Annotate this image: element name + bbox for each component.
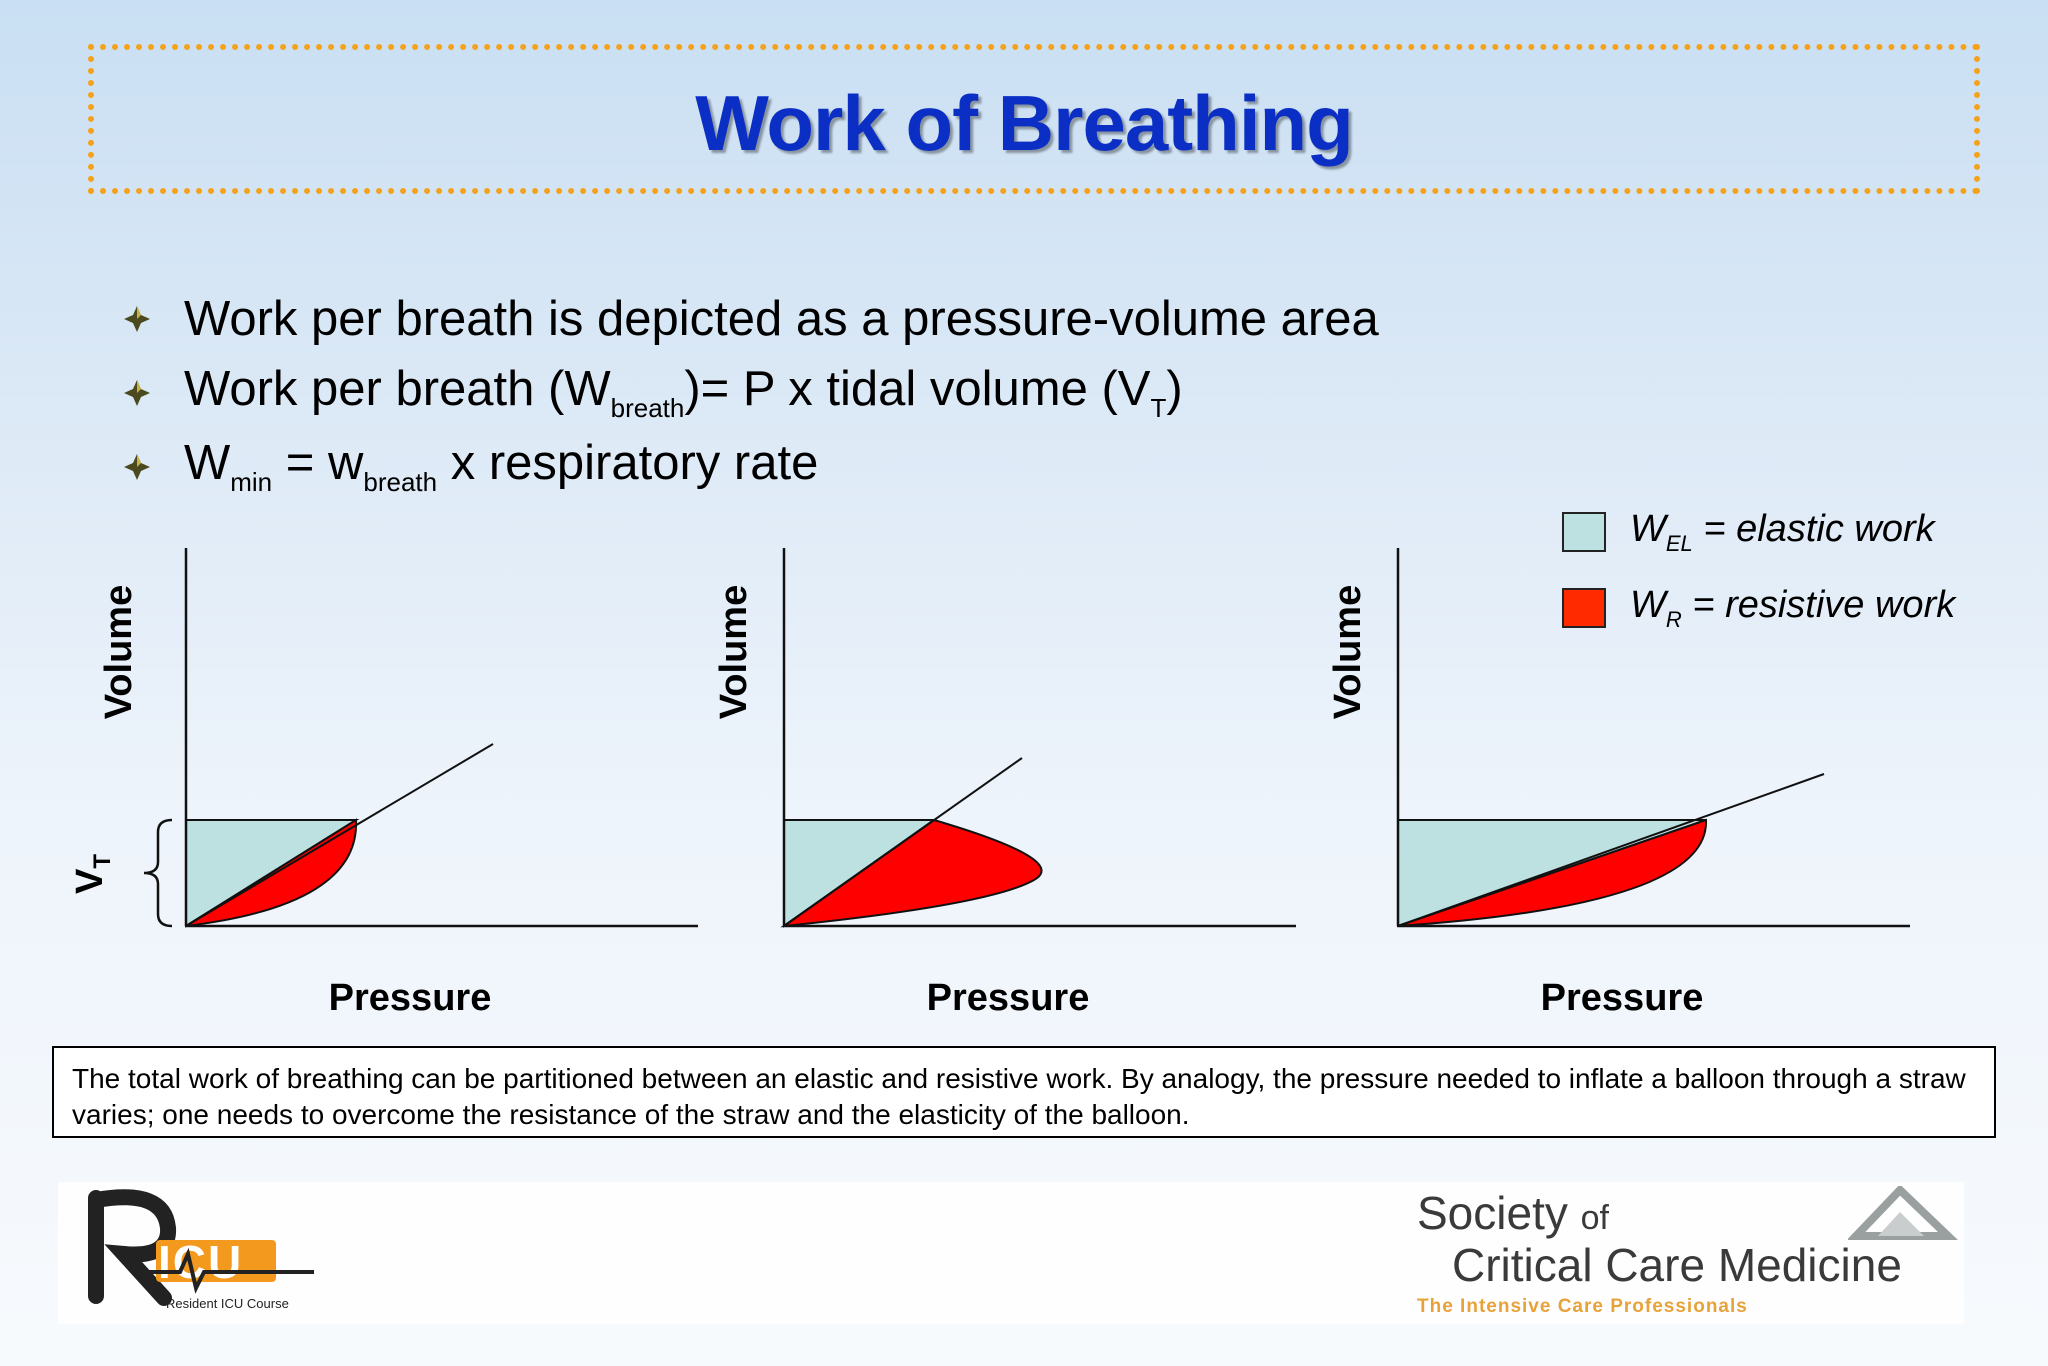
resistive-area <box>185 818 358 927</box>
caption-text: The total work of breathing can be parti… <box>72 1063 1966 1130</box>
compliance-line <box>1397 773 1825 927</box>
compliance-line <box>783 757 1023 927</box>
x-axis-label: Pressure <box>927 977 1090 1019</box>
tidal-volume-label: VT <box>69 854 116 894</box>
sccm-line2: Critical Care Medicine <box>1452 1239 1902 1291</box>
bullet-text: Wmin = wbreath x respiratory rate <box>184 436 819 497</box>
legend-swatch-elastic <box>1562 512 1606 552</box>
pv-panel-normal: Volume Pressure VT <box>69 548 698 1019</box>
tidal-volume-brace <box>143 818 173 928</box>
pv-panel-resistance: Volume Pressure <box>713 548 1296 1019</box>
subscript: EL <box>1665 530 1693 556</box>
bullet-item: Wmin = wbreath x respiratory rate <box>122 430 1379 504</box>
bullet-text: Work per breath (Wbreath)= P x tidal vol… <box>184 362 1183 423</box>
legend-text: = resistive work <box>1681 583 1956 626</box>
bullet-text: Work per breath is depicted as a pressur… <box>184 291 1379 346</box>
resistive-area <box>780 818 1043 928</box>
legend-text: = elastic work <box>1692 507 1935 550</box>
y-axis-label: Volume <box>713 585 755 719</box>
legend-item-elastic: WEL = elastic work <box>1562 494 1955 570</box>
legend: WEL = elastic work WR = resistive work <box>1562 494 1955 646</box>
pv-diagrams: Volume Pressure VT Volume Pressure Volum… <box>69 548 1910 1019</box>
sccm-of: of <box>1580 1199 1609 1237</box>
legend-label: WR = resistive work <box>1630 584 1955 633</box>
subscript: T <box>1150 393 1167 423</box>
legend-label: WEL = elastic work <box>1630 508 1935 557</box>
subscript: min <box>230 467 273 497</box>
slide-title: Work of Breathing <box>695 79 1354 167</box>
bullet-diamond-icon <box>122 304 184 334</box>
ricu-logo-icon: ICU Resident ICU Course <box>88 1189 314 1311</box>
text-part: x respiratory rate <box>437 436 819 490</box>
sccm-line1: Society of <box>1417 1186 1609 1240</box>
legend-symbol: W <box>1630 507 1666 550</box>
subscript: breath <box>610 393 685 423</box>
legend-symbol: W <box>1630 583 1666 626</box>
subscript: R <box>1665 606 1682 632</box>
bullet-item: Work per breath (Wbreath)= P x tidal vol… <box>122 356 1379 430</box>
text-part: )= P x tidal volume (V <box>684 362 1151 416</box>
bullet-item: Work per breath is depicted as a pressur… <box>122 282 1379 356</box>
compliance-line <box>185 743 494 927</box>
y-axis-label: Volume <box>1327 585 1369 719</box>
vt-subscript: T <box>89 854 116 869</box>
sccm-society: Society <box>1417 1187 1568 1239</box>
bullet-list: Work per breath is depicted as a pressur… <box>122 282 1379 504</box>
text-part: = w <box>272 436 364 490</box>
pv-panel-compliance: Volume Pressure <box>1327 548 1910 1019</box>
sccm-tagline: The Intensive Care Professionals <box>1417 1296 1748 1317</box>
bullet-diamond-icon <box>122 378 184 408</box>
y-axis-label: Volume <box>98 585 140 719</box>
legend-item-resistive: WR = resistive work <box>1562 570 1955 646</box>
text-part: Work per breath (W <box>184 362 611 416</box>
title-frame <box>88 44 1980 194</box>
vt-symbol: V <box>69 868 111 894</box>
x-axis-label: Pressure <box>329 977 492 1019</box>
text-part: W <box>184 436 231 490</box>
x-axis-label: Pressure <box>1541 977 1704 1019</box>
caption-box: The total work of breathing can be parti… <box>52 1046 1996 1138</box>
sccm-triangle-icon <box>1848 1186 1958 1240</box>
legend-swatch-resistive <box>1562 588 1606 628</box>
footer-strip <box>58 1182 1964 1324</box>
subscript: breath <box>363 467 438 497</box>
text-part: ) <box>1166 362 1183 416</box>
ricu-logo: ICU Resident ICU Course <box>84 1188 324 1323</box>
bullet-diamond-icon <box>122 452 184 482</box>
ricu-tagline: Resident ICU Course <box>166 1296 289 1311</box>
sccm-logo: Society of Critical Care Medicine The In… <box>1412 1186 1972 1326</box>
